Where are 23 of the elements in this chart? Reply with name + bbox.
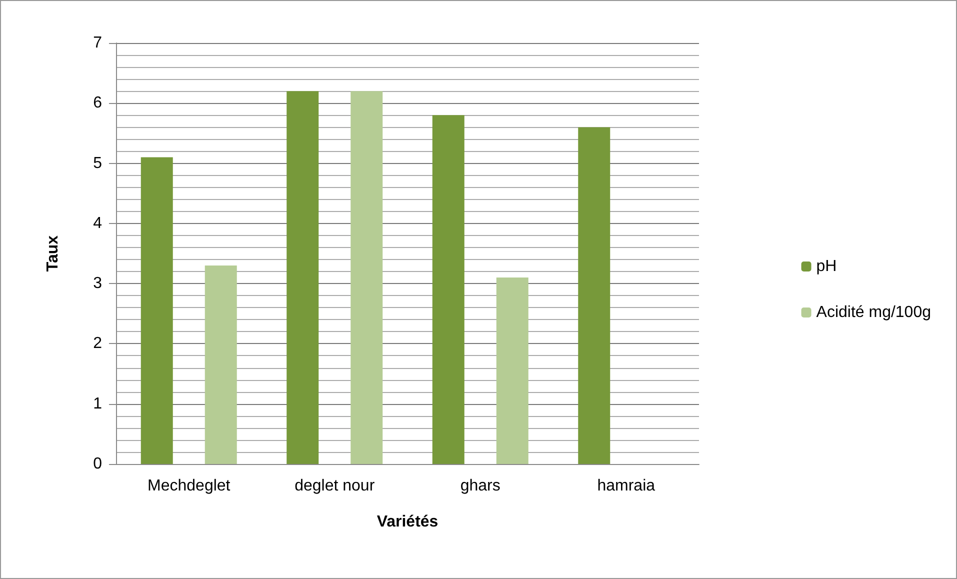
y-tick-label: 0 — [93, 456, 102, 472]
y-tick-label: 1 — [93, 395, 102, 412]
bar — [350, 91, 383, 464]
y-tick-label: 2 — [93, 335, 102, 352]
y-tick-label: 3 — [93, 275, 102, 292]
y-axis-title: Taux — [44, 235, 62, 272]
x-tick-label: hamraia — [597, 478, 656, 494]
y-tick-label: 5 — [93, 154, 102, 172]
bar — [286, 91, 319, 464]
bar — [204, 266, 237, 464]
y-tick-label: 6 — [93, 94, 102, 112]
legend-label: pH — [816, 258, 837, 275]
x-axis-title: Variétés — [376, 514, 438, 530]
legend-label: Acidité mg/100g — [816, 304, 931, 321]
x-tick-label: Mechdeglet — [148, 478, 231, 494]
x-tick-label: deglet nour — [294, 478, 376, 494]
y-tick-label: 7 — [93, 34, 102, 52]
bar — [432, 115, 464, 464]
bar — [140, 157, 173, 464]
x-tick-label: ghars — [460, 478, 500, 494]
y-tick-label: 4 — [93, 214, 102, 232]
bar — [578, 127, 610, 464]
bar — [496, 278, 528, 464]
